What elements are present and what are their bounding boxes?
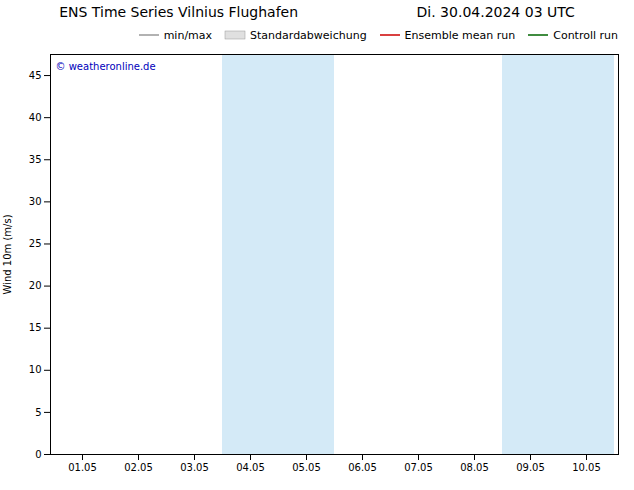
svg-text:08.05: 08.05	[460, 462, 489, 473]
svg-text:01.05: 01.05	[68, 462, 97, 473]
svg-text:40: 40	[29, 112, 42, 123]
html-text:min/max: min/max	[163, 28, 213, 42]
svg-text:45: 45	[29, 70, 42, 81]
html-text:Di. 30.04.2024 03 UTC: Di. 30.04.2024 03 UTC	[416, 4, 575, 20]
html-text:ENS Time Series Vilnius Flugha: ENS Time Series Vilnius Flughafen	[59, 4, 299, 20]
svg-text:30: 30	[29, 196, 42, 207]
svg-text:05.05: 05.05	[292, 462, 321, 473]
html-text:Controll run: Controll run	[553, 28, 618, 42]
svg-text:25: 25	[29, 238, 42, 249]
html-text:Standardabweichung: Standardabweichung	[250, 28, 367, 42]
svg-text:09.05: 09.05	[516, 462, 545, 473]
svg-text:04.05: 04.05	[236, 462, 265, 473]
svg-text:06.05: 06.05	[348, 462, 377, 473]
svg-text:10.05: 10.05	[572, 462, 601, 473]
html-text:Ensemble mean run: Ensemble mean run	[404, 28, 516, 42]
svg-text:20: 20	[29, 280, 42, 291]
svg-text:35: 35	[29, 154, 42, 165]
svg-text:02.05: 02.05	[124, 462, 153, 473]
svg-text:10: 10	[29, 364, 42, 375]
svg-text:0: 0	[35, 449, 41, 460]
svg-text:07.05: 07.05	[404, 462, 433, 473]
svg-text:Wind 10m (m/s): Wind 10m (m/s)	[2, 214, 13, 294]
svg-text:5: 5	[35, 407, 41, 418]
svg-text:15: 15	[29, 322, 42, 333]
svg-text:03.05: 03.05	[180, 462, 209, 473]
svg-text:© weatheronline.de: © weatheronline.de	[56, 61, 156, 72]
